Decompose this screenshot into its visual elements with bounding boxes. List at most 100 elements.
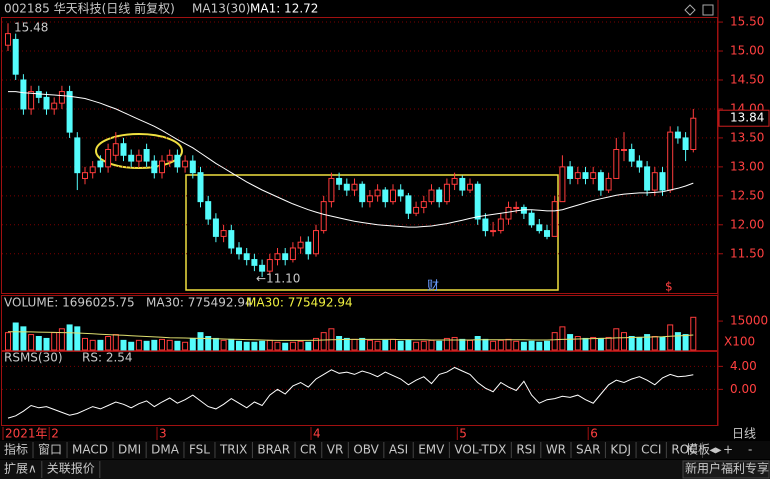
indicator-tab[interactable]: TRIX — [219, 443, 247, 457]
candle-body — [405, 195, 412, 214]
candle-body — [605, 177, 612, 191]
volume-ma-label-highlight: MA30: 775492.94 — [246, 296, 353, 310]
candle-body — [644, 166, 651, 191]
volume-bar — [482, 338, 489, 351]
volume-bar — [82, 337, 88, 351]
tab-right[interactable]: + — [723, 443, 733, 457]
candle-body — [297, 241, 304, 249]
indicator-tab[interactable]: VOL-TDX — [454, 443, 506, 457]
volume-bar — [651, 336, 658, 351]
volume-bar — [220, 339, 227, 351]
indicator-tab[interactable]: RSI — [516, 443, 536, 457]
indicator-tab[interactable]: 窗口 — [38, 443, 62, 457]
indicator-tab[interactable]: ASI — [389, 443, 408, 457]
volume-bar — [259, 340, 266, 351]
volume-bar — [397, 340, 404, 351]
candle-body — [351, 183, 358, 191]
candle-body — [528, 212, 535, 226]
candle-body — [182, 160, 189, 168]
candle-body — [282, 253, 289, 261]
volume-bar — [351, 338, 358, 351]
volume-bar — [597, 337, 604, 351]
candle-body — [197, 172, 204, 203]
dividend-marker[interactable]: $ — [665, 280, 673, 294]
volume-bar — [243, 341, 250, 351]
volume-bar — [205, 336, 212, 351]
indicator-tab[interactable]: ROC — [671, 443, 697, 457]
indicator-tab[interactable]: MACD — [72, 443, 108, 457]
indicator-tab[interactable]: DMA — [151, 443, 180, 457]
volume-bar — [282, 342, 289, 351]
tab-bar — [0, 441, 770, 459]
volume-bar — [528, 340, 535, 351]
volume-bar — [636, 336, 643, 351]
volume-bar — [305, 341, 312, 351]
volume-bar — [459, 338, 466, 351]
candle-body — [597, 172, 604, 191]
candle-body — [105, 148, 112, 168]
candle-body — [228, 230, 235, 249]
rsms-title: RSMS(30) — [4, 351, 63, 365]
indicator-tab[interactable]: SAR — [576, 443, 600, 457]
volume-bar — [174, 340, 181, 351]
tab-right[interactable]: - — [748, 443, 752, 457]
candle-body — [166, 154, 173, 162]
indicator-tab[interactable]: DMI — [118, 443, 141, 457]
candle-body — [467, 183, 473, 191]
indicator-tab[interactable]: VR — [327, 443, 344, 457]
footer-tab[interactable]: 扩展∧ — [4, 462, 37, 476]
candle-body — [305, 241, 312, 255]
scroll-arrows[interactable]: ◂▸ — [710, 443, 722, 457]
volume-bar — [112, 334, 119, 351]
candle-body — [89, 166, 96, 174]
rsms-line — [7, 366, 694, 419]
volume-bar — [74, 326, 81, 351]
volume-bar — [382, 339, 389, 351]
volume-bar — [613, 328, 620, 351]
tab-right[interactable]: 模板 — [686, 443, 710, 457]
promo-link[interactable]: 新用户福利专享 — [685, 461, 769, 476]
volume-bar — [420, 340, 427, 351]
ma-line — [8, 91, 694, 228]
volume-bar — [251, 341, 258, 351]
candle-body — [428, 189, 435, 203]
indicator-tab[interactable]: CCI — [641, 443, 661, 457]
volume-bar — [159, 338, 165, 351]
volume-bar — [497, 339, 504, 351]
finance-marker[interactable]: 财 — [427, 279, 439, 293]
indicator-tab[interactable]: WR — [546, 443, 566, 457]
period-label[interactable]: 日线 — [732, 427, 756, 441]
indicator-tab[interactable]: KDJ — [610, 443, 631, 457]
volume-bar — [20, 326, 27, 351]
indicator-tab[interactable]: BRAR — [257, 443, 290, 457]
diamond-icon[interactable] — [684, 4, 696, 16]
candle-body — [58, 91, 65, 104]
high-annotation: 15.48 — [14, 21, 48, 35]
candle-body — [474, 183, 481, 220]
candle-body — [628, 148, 635, 162]
indicator-tab[interactable]: EMV — [418, 443, 445, 457]
indicator-tab[interactable]: OBV — [353, 443, 379, 457]
y-tick-label: 13.50 — [730, 130, 764, 144]
candle-body — [5, 33, 11, 46]
candle-body — [490, 230, 497, 233]
volume-bar — [582, 337, 589, 351]
window-icon[interactable] — [702, 4, 714, 16]
indicator-tab[interactable]: 指标 — [4, 442, 28, 457]
footer-tab[interactable]: 关联报价 — [47, 461, 95, 476]
candle-body — [336, 177, 343, 185]
indicator-tab[interactable]: FSL — [189, 443, 210, 457]
candle-body — [390, 189, 396, 203]
footer-bar — [0, 460, 770, 479]
volume-bar — [135, 339, 142, 351]
volume-bar — [105, 336, 112, 351]
promo-box — [682, 460, 770, 479]
candle-body — [459, 177, 466, 191]
volume-bar — [197, 332, 204, 351]
y-tick-label: 15.50 — [730, 15, 764, 29]
volume-bar — [289, 341, 296, 351]
candle-body — [536, 224, 543, 232]
indicator-tab[interactable]: CR — [300, 443, 317, 457]
candle-body — [613, 148, 620, 179]
